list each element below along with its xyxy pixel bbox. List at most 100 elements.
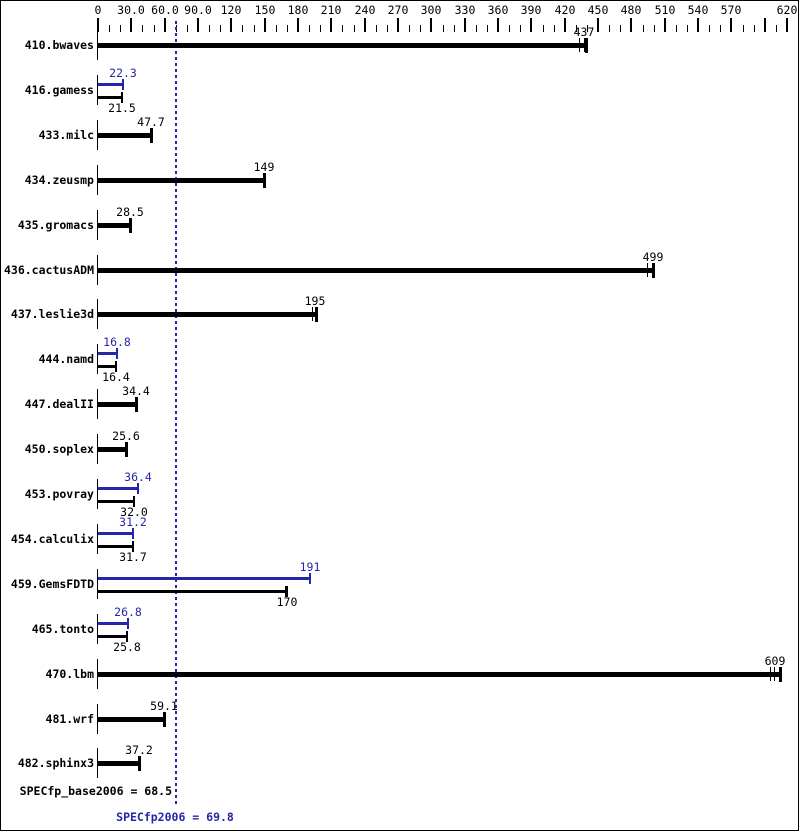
base-bar-end-cap	[133, 496, 135, 507]
reference-dotted-line	[175, 21, 177, 806]
bar-baseline-tick	[97, 299, 98, 329]
benchmark-name-label: 437.leslie3d	[10, 307, 94, 321]
axis-minor-tick	[454, 25, 455, 32]
axis-minor-tick	[276, 25, 277, 32]
base-value-label: 47.7	[137, 115, 165, 129]
peak-value-label: 191	[299, 560, 321, 574]
bar-baseline-tick	[97, 75, 98, 105]
axis-tick-label: 60.0	[151, 3, 179, 17]
axis-minor-tick	[320, 25, 321, 32]
bar-baseline-tick	[97, 748, 98, 778]
bar-end-cap	[263, 173, 266, 188]
axis-minor-tick	[187, 25, 188, 32]
axis-major-tick	[497, 18, 499, 32]
axis-tick-label: 240	[354, 3, 376, 17]
benchmark-name-label: 465.tonto	[31, 622, 94, 636]
base-bar-end-cap	[121, 92, 123, 103]
peak-bar-end-cap	[127, 618, 129, 629]
axis-minor-tick	[543, 25, 544, 32]
base-value-label: 499	[642, 250, 664, 264]
axis-major-tick	[597, 18, 599, 32]
benchmark-name-label: 454.calculix	[10, 532, 94, 546]
axis-minor-tick	[709, 25, 710, 32]
axis-tick-label: 330	[454, 3, 476, 17]
axis-minor-tick	[487, 25, 488, 32]
peak-bar-end-cap	[137, 483, 139, 494]
axis-tick-label: 620	[776, 3, 798, 17]
axis-tick-label: 210	[320, 3, 342, 17]
base-value-label: 21.5	[108, 101, 136, 115]
bar-baseline-tick	[97, 479, 98, 509]
axis-major-tick	[530, 18, 532, 32]
base-value-label: 25.6	[112, 429, 140, 443]
axis-major-tick	[130, 18, 132, 32]
top-axis: 0 30.0 60.0 90.0 120 150 180 210 240 270 300 330 360…	[1, 1, 798, 33]
bar-end-cap	[652, 263, 655, 278]
axis-minor-tick	[754, 25, 755, 32]
axis-minor-tick	[554, 25, 555, 32]
run-mark-tick	[579, 38, 580, 52]
axis-minor-tick	[587, 25, 588, 32]
bar-end-cap	[779, 667, 782, 682]
peak-bar-end-cap	[116, 348, 118, 359]
bar-baseline-tick	[97, 120, 98, 150]
base-bar	[98, 500, 134, 503]
axis-major-tick	[330, 18, 332, 32]
bar-baseline-tick	[97, 210, 98, 240]
axis-minor-tick	[654, 25, 655, 32]
base-value-label: 59.1	[150, 699, 178, 713]
base-bar	[98, 133, 151, 138]
bar-end-cap	[315, 307, 318, 322]
base-value-label: 170	[276, 595, 298, 609]
base-bar	[98, 761, 139, 766]
axis-major-tick	[164, 18, 166, 32]
benchmark-name-label: 453.povray	[24, 487, 94, 501]
axis-tick-label: 150	[254, 3, 276, 17]
base-bar	[98, 178, 264, 183]
benchmark-name-label: 450.soplex	[24, 442, 94, 456]
bar-baseline-tick	[97, 659, 98, 689]
base-value-label: 34.4	[122, 384, 150, 398]
run-mark-tick	[647, 263, 648, 277]
axis-major-tick	[197, 18, 199, 32]
axis-minor-tick	[409, 25, 410, 32]
base-value-label: 16.4	[102, 370, 130, 384]
base-value-label: 32.0	[120, 505, 148, 519]
base-bar	[98, 268, 653, 273]
base-bar	[98, 96, 122, 99]
axis-major-tick	[264, 18, 266, 32]
axis-minor-tick	[620, 25, 621, 32]
axis-tick-label: 90.0	[184, 3, 212, 17]
bar-baseline-tick	[97, 704, 98, 734]
peak-value-label: 36.4	[124, 470, 152, 484]
base-value-label: 437	[573, 25, 595, 39]
axis-minor-tick	[387, 25, 388, 32]
axis-tick-label: 0	[94, 3, 102, 17]
axis-major-tick	[786, 18, 788, 32]
axis-tick-label: 540	[687, 3, 709, 17]
bar-end-cap	[150, 128, 153, 143]
run-mark-tick	[584, 38, 585, 52]
benchmark-name-label: 410.bwaves	[24, 38, 94, 52]
benchmark-name-label: 459.GemsFDTD	[10, 577, 94, 591]
axis-minor-tick	[509, 25, 510, 32]
peak-value-label: 16.8	[103, 335, 131, 349]
base-bar	[98, 312, 316, 317]
benchmark-name-label: 444.namd	[38, 352, 94, 366]
benchmark-name-label: 416.gamess	[24, 83, 94, 97]
peak-bar-end-cap	[122, 79, 124, 90]
bar-baseline-tick	[97, 569, 98, 599]
base-bar-end-cap	[286, 586, 288, 597]
axis-tick-label: 360	[487, 3, 509, 17]
axis-minor-tick	[287, 25, 288, 32]
axis-major-tick	[764, 18, 766, 32]
base-bar	[98, 223, 130, 228]
axis-minor-tick	[687, 25, 688, 32]
axis-major-tick	[297, 18, 299, 32]
base-bar	[98, 635, 127, 638]
axis-major-tick	[364, 18, 366, 32]
axis-tick-label: 180	[287, 3, 309, 17]
axis-major-tick	[697, 18, 699, 32]
bar-baseline-tick	[97, 30, 98, 60]
bar-baseline-tick	[97, 524, 98, 554]
